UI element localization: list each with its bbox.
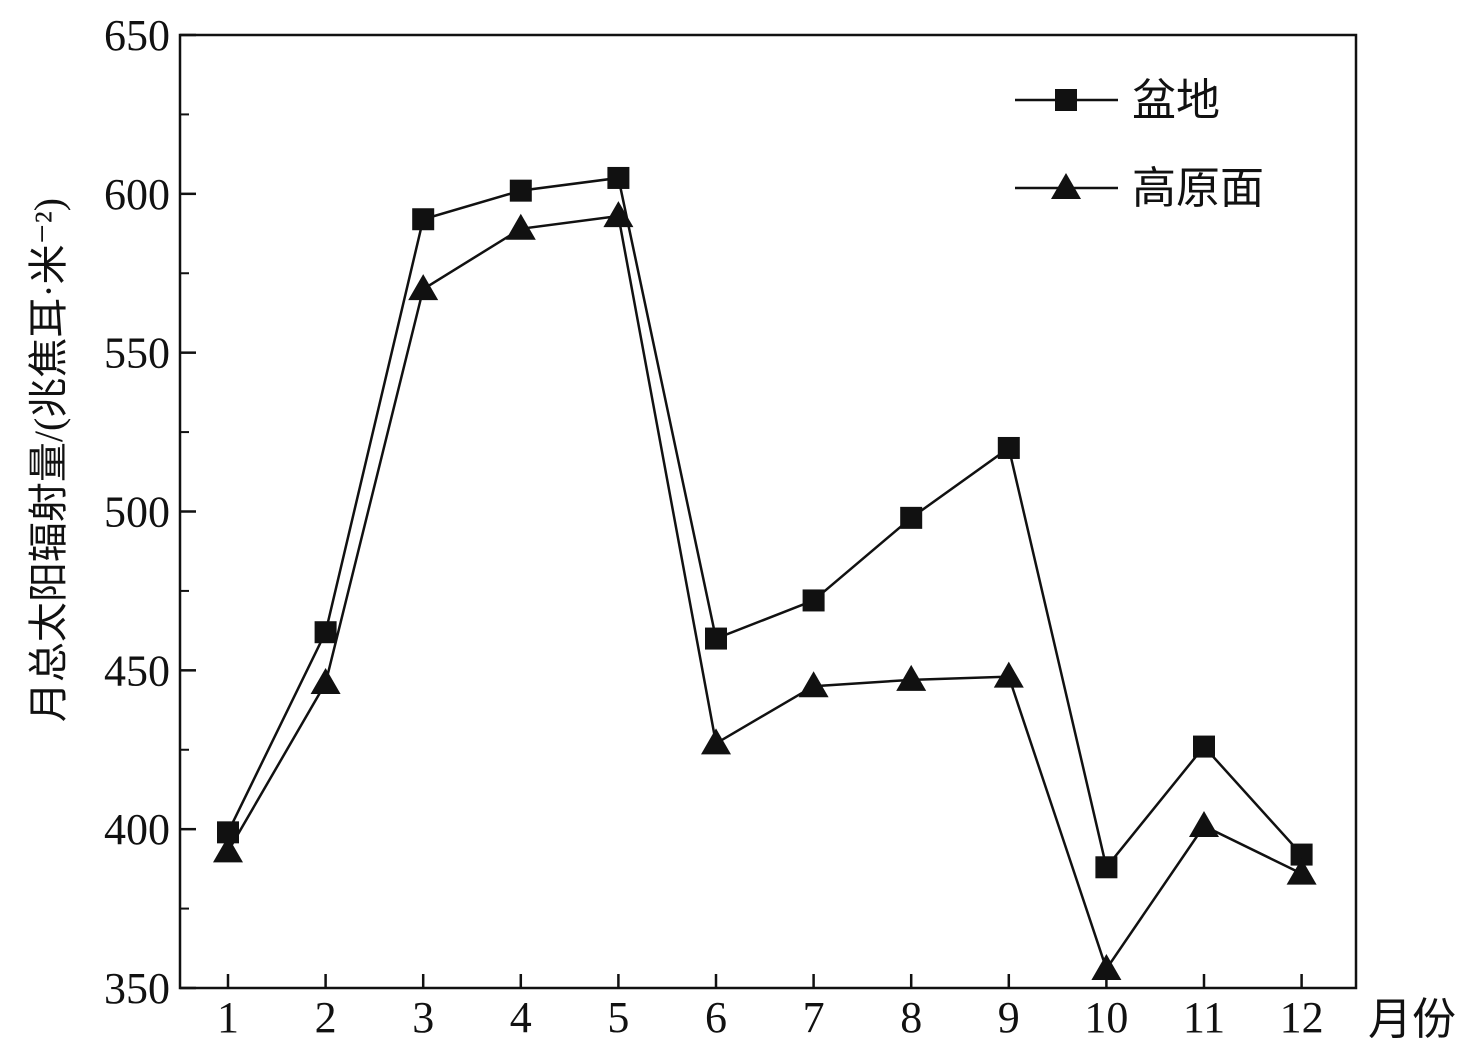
data-point-square	[802, 589, 825, 612]
data-point-triangle	[408, 274, 439, 301]
legend-marker-square	[1055, 89, 1077, 111]
x-tick-label: 10	[1084, 993, 1128, 1038]
data-point-triangle	[993, 661, 1024, 688]
data-point-triangle	[1286, 858, 1317, 885]
data-point-triangle	[505, 213, 536, 240]
series-basin	[217, 166, 1313, 879]
data-point-triangle	[310, 668, 341, 695]
series-line	[226, 214, 1303, 972]
series-layer	[213, 166, 1317, 980]
x-tick-label: 12	[1280, 993, 1324, 1038]
x-tick-label: 11	[1183, 993, 1225, 1038]
series-line	[226, 176, 1303, 871]
legend-label: 盆地	[1132, 76, 1220, 125]
y-tick-label: 600	[104, 170, 170, 219]
data-point-square	[509, 179, 532, 202]
data-point-triangle	[603, 201, 634, 228]
data-point-square	[900, 506, 923, 529]
data-point-square	[217, 821, 239, 844]
data-point-triangle	[701, 728, 731, 755]
x-tick-label: 5	[607, 993, 629, 1038]
x-tick-label: 9	[998, 993, 1020, 1038]
x-tick-label: 7	[803, 993, 825, 1038]
data-point-triangle	[896, 664, 927, 691]
y-axis-title: 月总太阳辐射量/(兆焦耳·米⁻²)	[26, 198, 71, 722]
y-tick-label: 450	[104, 646, 170, 695]
x-tick-label: 6	[705, 993, 727, 1038]
x-tick-label: 4	[510, 993, 532, 1038]
data-point-triangle	[213, 836, 243, 863]
legend-marker-triangle	[1051, 173, 1081, 199]
data-point-square	[997, 436, 1020, 459]
y-tick-label: 650	[104, 11, 170, 60]
x-tick-label: 2	[315, 993, 337, 1038]
data-point-square	[1095, 856, 1118, 879]
x-tick-label: 3	[412, 993, 434, 1038]
data-point-triangle	[1091, 953, 1122, 980]
y-tick-label: 400	[104, 805, 170, 854]
data-point-triangle	[798, 671, 829, 698]
data-point-square	[1193, 735, 1215, 758]
legend-label: 高原面	[1132, 164, 1264, 213]
x-axis: 1 2 3 4 5 6 7 8 9 10 11 12	[217, 974, 1324, 1042]
x-tick-label: 1	[217, 993, 239, 1038]
y-axis: 350 400 450 500 550 600 650	[104, 11, 196, 1013]
data-point-square	[705, 627, 727, 650]
y-tick-label: 350	[104, 964, 170, 1013]
data-point-triangle	[1189, 810, 1219, 837]
x-tick-label: 8	[900, 993, 922, 1038]
data-point-square	[314, 621, 337, 644]
data-point-square	[1290, 843, 1313, 866]
y-tick-label: 500	[104, 488, 170, 537]
x-axis-unit-label: 月份	[1368, 995, 1456, 1038]
y-tick-label: 550	[104, 329, 170, 378]
series-plateau	[213, 201, 1317, 980]
data-point-square	[607, 166, 630, 189]
data-point-square	[412, 208, 435, 231]
